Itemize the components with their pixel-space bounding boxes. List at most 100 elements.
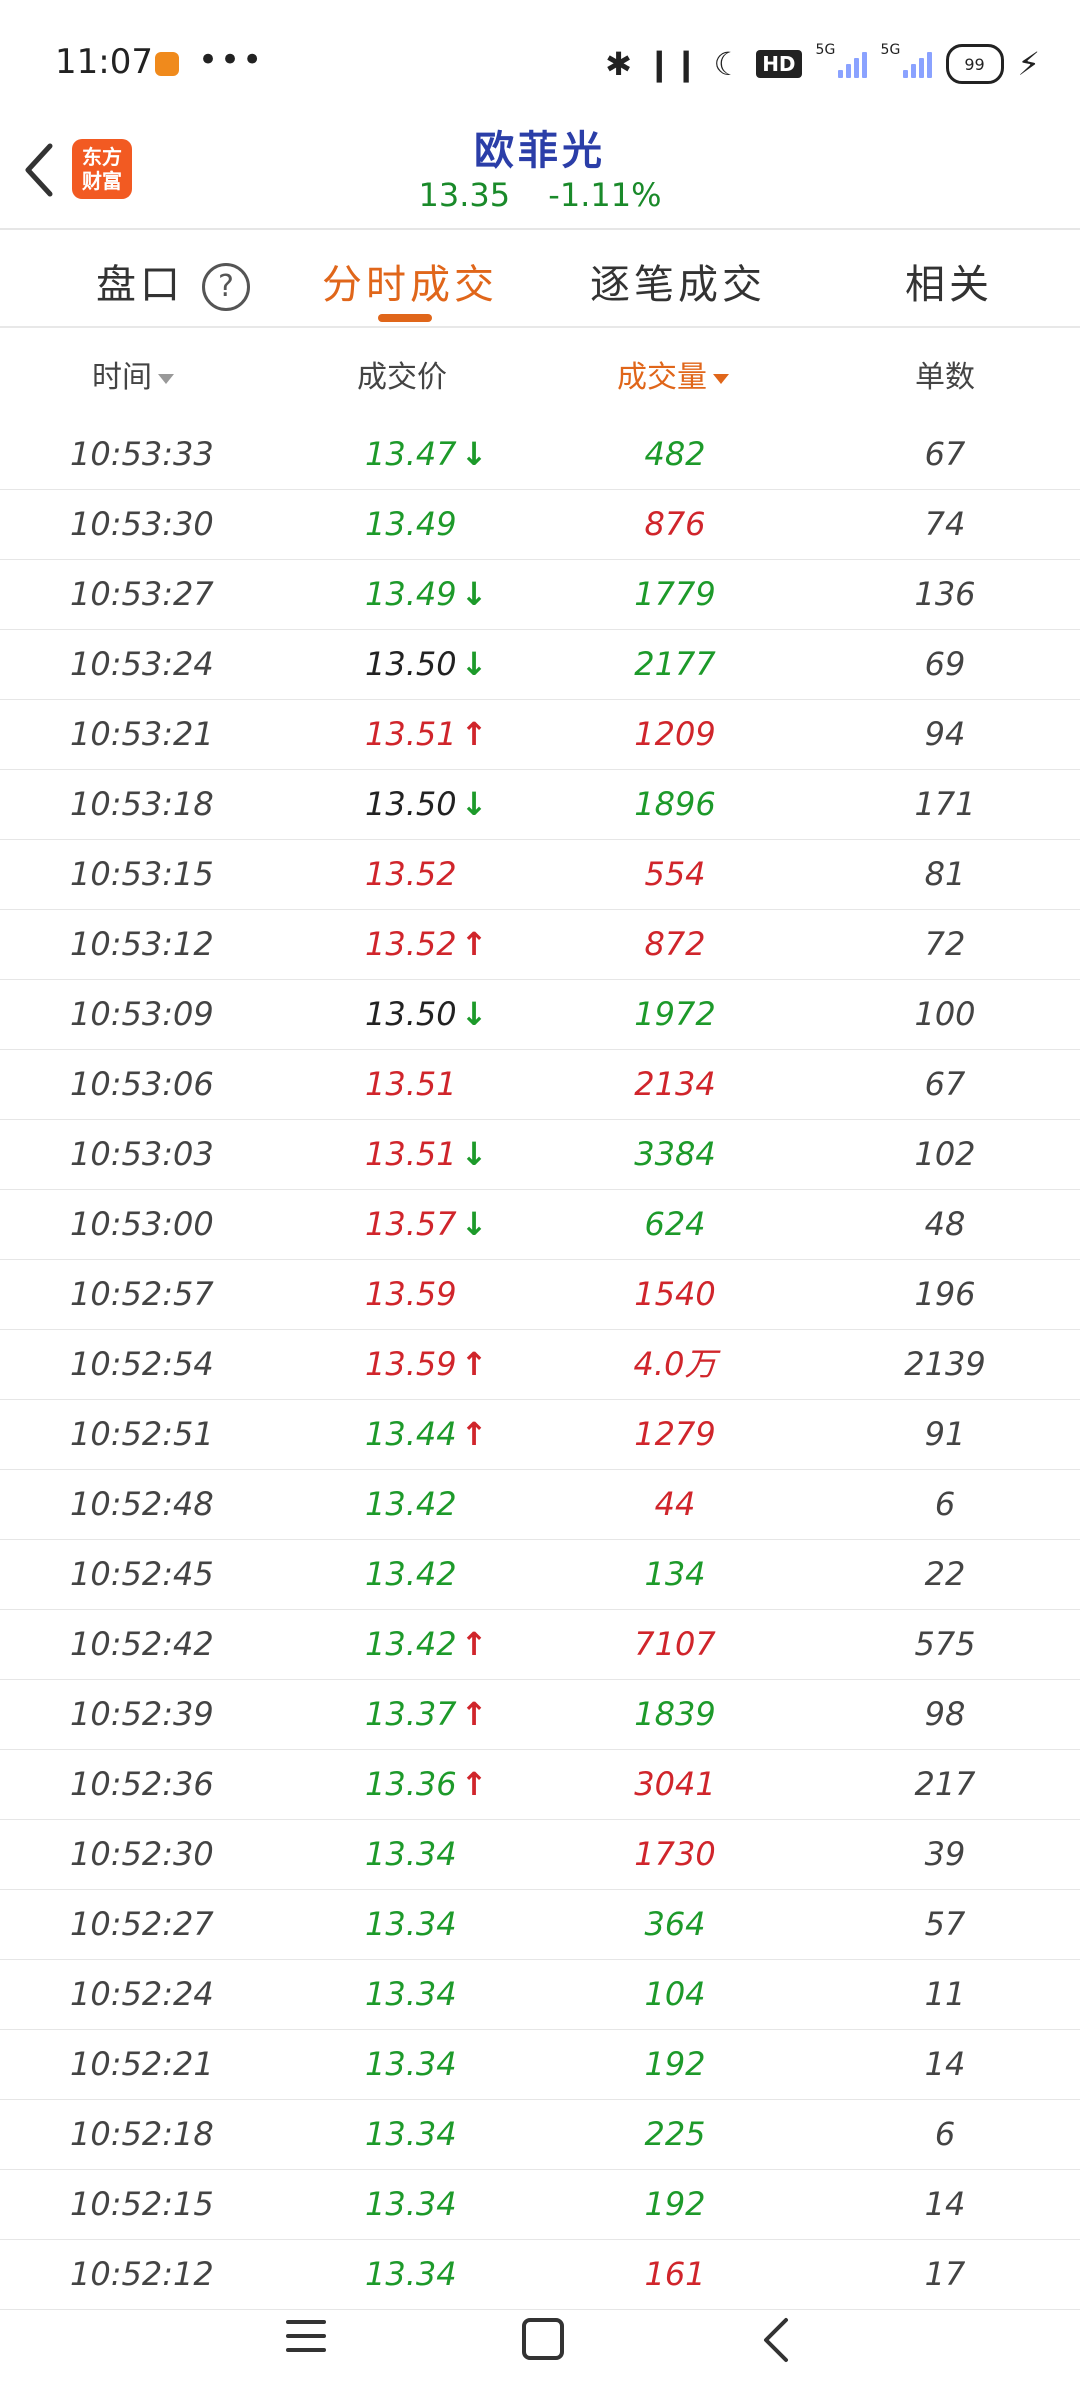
trade-volume: 3041 — [634, 1765, 716, 1803]
trade-count: 67 — [924, 435, 966, 473]
trade-volume: 7107 — [634, 1625, 716, 1663]
earbuds-icon: ❙❙ — [645, 45, 700, 83]
trade-time: 10:52:12 — [70, 2255, 214, 2293]
trade-time: 10:53:03 — [70, 1135, 214, 1173]
sort-desc-icon — [713, 373, 729, 384]
trade-price: 13.51 ↑ — [365, 700, 487, 769]
column-count: 单数 — [915, 360, 975, 395]
help-icon[interactable]: ? — [202, 263, 250, 311]
trade-price: 13.51 — [365, 1065, 457, 1103]
trade-row: 10:52:36 13.36 ↑ 3041 217 — [0, 1750, 1080, 1820]
price-direction-icon: ↓ — [460, 575, 488, 613]
trade-time: 10:52:24 — [70, 1975, 214, 2013]
trade-count: 72 — [924, 925, 966, 963]
stock-quote: 13.35 -1.11% — [0, 176, 1080, 214]
trade-time: 10:53:06 — [70, 1065, 214, 1103]
tab-bar: 盘口? 分时成交 逐笔成交 相关 — [0, 232, 1080, 324]
trade-volume: 1896 — [634, 785, 716, 823]
trade-time: 10:52:18 — [70, 2115, 214, 2153]
status-time: 11:07 — [55, 42, 153, 82]
menu-icon[interactable] — [286, 2320, 326, 2362]
price-direction-icon: ↓ — [460, 785, 488, 823]
trade-price: 13.50 ↓ — [365, 630, 487, 699]
trade-time: 10:52:30 — [70, 1835, 214, 1873]
nav-back-icon[interactable] — [756, 2312, 796, 2368]
trade-row: 10:53:18 13.50 ↓ 1896 171 — [0, 770, 1080, 840]
trade-row: 10:53:03 13.51 ↓ 3384 102 — [0, 1120, 1080, 1190]
trade-count: 94 — [924, 715, 966, 753]
hd-icon: HD — [756, 50, 802, 78]
column-volume[interactable]: 成交量 — [617, 352, 729, 396]
trade-time: 10:53:21 — [70, 715, 214, 753]
trade-price: 13.34 — [365, 2185, 457, 2223]
trade-price: 13.49 ↓ — [365, 560, 487, 629]
trade-time: 10:53:15 — [70, 855, 214, 893]
trade-row: 10:53:12 13.52 ↑ 872 72 — [0, 910, 1080, 980]
trade-row: 10:52:24 13.34 104 11 — [0, 1960, 1080, 2030]
trade-count: 17 — [924, 2255, 966, 2293]
trade-volume: 482 — [644, 435, 706, 473]
app-notification-icon — [155, 52, 179, 76]
trade-row: 10:53:21 13.51 ↑ 1209 94 — [0, 700, 1080, 770]
trade-price: 13.34 — [365, 2115, 457, 2153]
trade-price: 13.57 ↓ — [365, 1190, 487, 1259]
battery-icon: 99 — [945, 44, 1004, 84]
trade-price: 13.52 ↑ — [365, 910, 487, 979]
trade-row: 10:52:18 13.34 225 6 — [0, 2100, 1080, 2170]
trade-volume: 1540 — [634, 1275, 716, 1313]
price-direction-icon: ↑ — [460, 925, 488, 963]
trade-price: 13.42 ↑ — [365, 1610, 487, 1679]
tab-related[interactable]: 相关 — [905, 262, 993, 308]
trade-time: 10:53:00 — [70, 1205, 214, 1243]
trade-count: 98 — [924, 1695, 966, 1733]
trade-volume: 1839 — [634, 1695, 716, 1733]
trade-row: 10:52:12 13.34 161 17 — [0, 2240, 1080, 2310]
trade-volume: 1279 — [634, 1415, 716, 1453]
trade-volume: 192 — [644, 2045, 706, 2083]
tab-order-book[interactable]: 盘口? — [96, 252, 250, 311]
column-time[interactable]: 时间 — [92, 352, 174, 396]
trade-time: 10:52:51 — [70, 1415, 214, 1453]
trade-count: 217 — [914, 1765, 976, 1803]
trade-row: 10:53:27 13.49 ↓ 1779 136 — [0, 560, 1080, 630]
trade-count: 196 — [914, 1275, 976, 1313]
trade-count: 48 — [924, 1205, 966, 1243]
price-direction-icon: ↑ — [460, 1345, 488, 1383]
trade-volume: 364 — [644, 1905, 706, 1943]
trade-price: 13.42 — [365, 1485, 457, 1523]
trade-volume: 104 — [644, 1975, 706, 2013]
trade-list: 10:53:33 13.47 ↓ 482 67 10:53:30 13.49 876 74 10:… — [0, 420, 1080, 2310]
home-icon[interactable] — [522, 2318, 564, 2360]
trade-count: 136 — [914, 575, 976, 613]
trade-volume: 876 — [644, 505, 706, 543]
signal-5g-2-icon: 5G — [881, 42, 932, 78]
trade-volume: 192 — [644, 2185, 706, 2223]
status-bar: 11:07 ••• ✱ ❙❙ ☾ HD 5G 5G 99 ⚡ — [0, 0, 1080, 120]
system-nav-bar — [0, 2280, 1080, 2400]
tab-tick-trades[interactable]: 逐笔成交 — [590, 262, 766, 308]
sort-triangle-icon — [158, 373, 174, 384]
trade-price: 13.42 — [365, 1555, 457, 1593]
trade-price: 13.44 ↑ — [365, 1400, 487, 1469]
trade-time: 10:52:57 — [70, 1275, 214, 1313]
column-price: 成交价 — [357, 360, 447, 395]
trade-count: 57 — [924, 1905, 966, 1943]
trade-row: 10:53:30 13.49 876 74 — [0, 490, 1080, 560]
trade-row: 10:53:09 13.50 ↓ 1972 100 — [0, 980, 1080, 1050]
price-direction-icon: ↑ — [460, 1415, 488, 1453]
back-icon[interactable] — [18, 140, 62, 200]
trade-time: 10:53:27 — [70, 575, 214, 613]
trade-volume: 161 — [644, 2255, 706, 2293]
trade-time: 10:53:09 — [70, 995, 214, 1033]
trade-volume: 1779 — [634, 575, 716, 613]
trade-row: 10:52:42 13.42 ↑ 7107 575 — [0, 1610, 1080, 1680]
trade-count: 11 — [924, 1975, 966, 2013]
trade-time: 10:52:36 — [70, 1765, 214, 1803]
trade-row: 10:52:27 13.34 364 57 — [0, 1890, 1080, 1960]
trade-volume: 1972 — [634, 995, 716, 1033]
tab-time-sales[interactable]: 分时成交 — [322, 262, 498, 308]
trade-price: 13.37 ↑ — [365, 1680, 487, 1749]
stock-name: 欧菲光 — [474, 128, 606, 174]
active-tab-indicator — [378, 314, 432, 322]
trade-count: 171 — [914, 785, 976, 823]
